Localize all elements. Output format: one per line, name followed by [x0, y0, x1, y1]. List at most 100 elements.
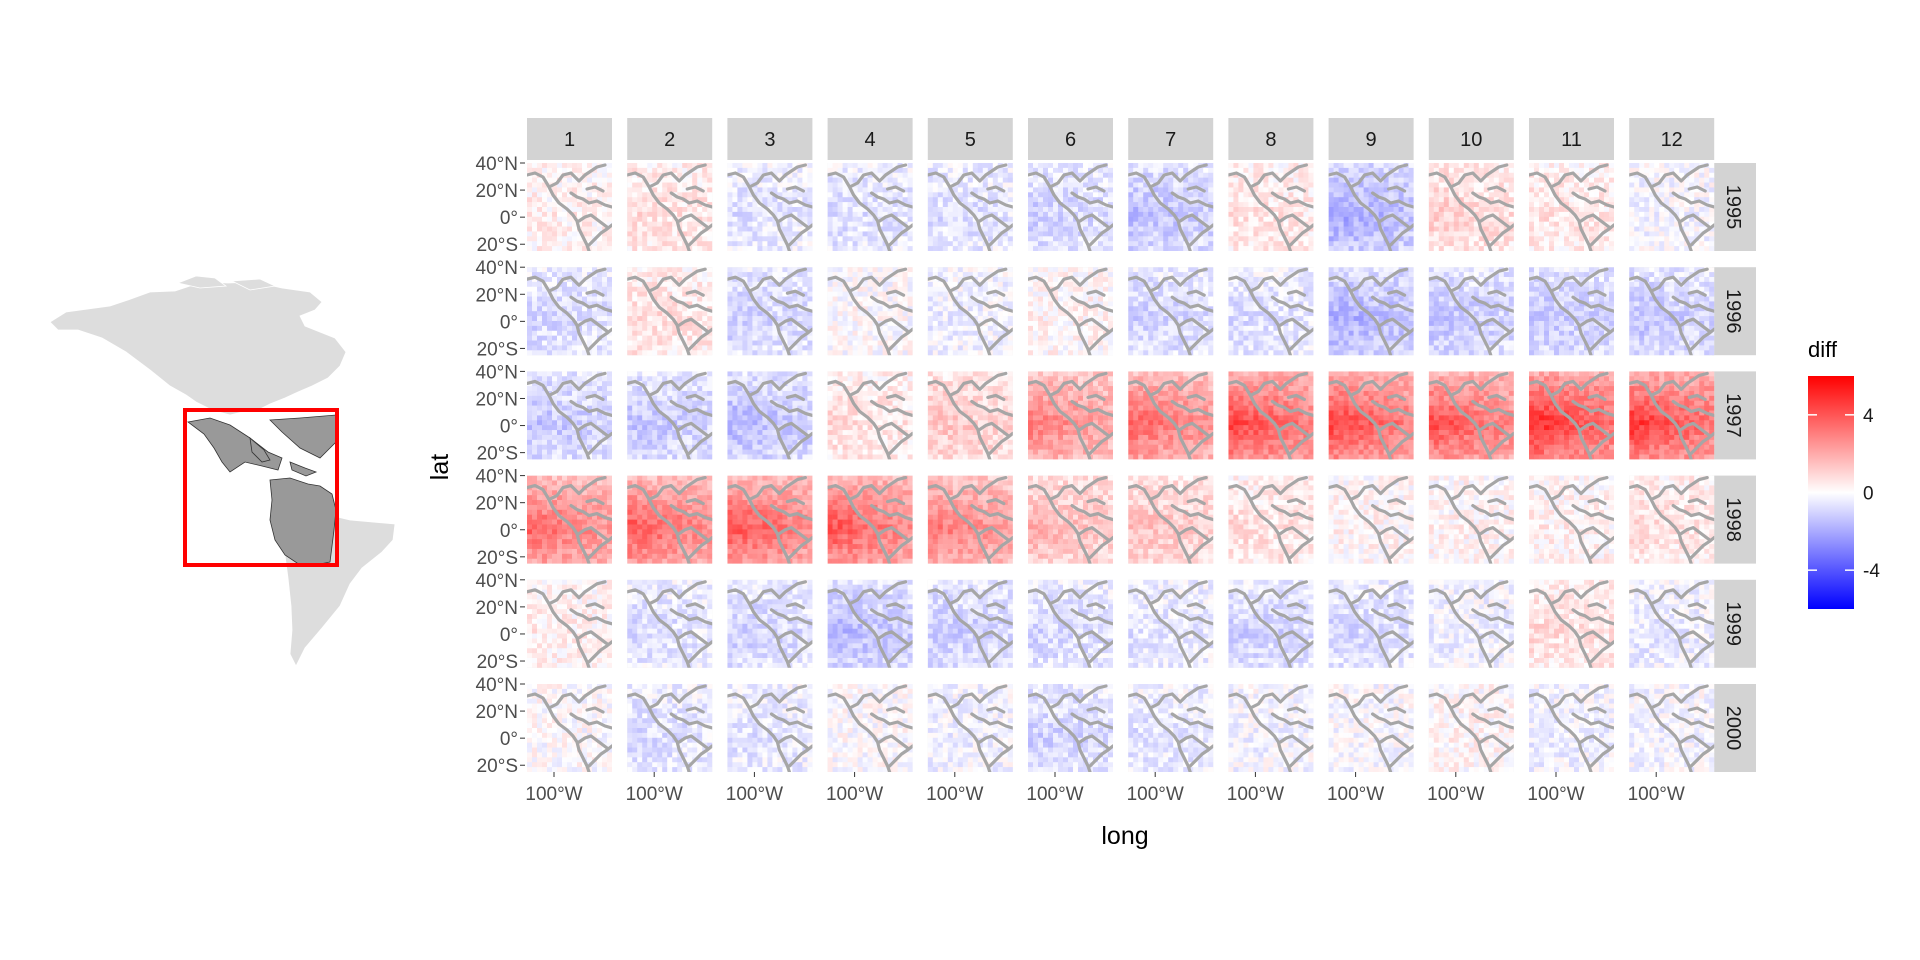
heatmap-cell — [1363, 197, 1369, 203]
heatmap-cell — [557, 276, 563, 283]
heatmap-cell — [1198, 221, 1204, 227]
heatmap-cell — [1183, 231, 1189, 237]
y-tick-label: 20°N — [476, 181, 518, 202]
heatmap-cell — [932, 226, 939, 232]
heatmap-cell — [777, 276, 783, 283]
heatmap-cell — [1709, 182, 1715, 188]
heatmap-cell — [562, 301, 568, 307]
heatmap-cell — [697, 241, 703, 247]
heatmap-cell — [752, 325, 758, 332]
heatmap-cell — [842, 221, 848, 227]
heatmap-cell — [562, 202, 568, 208]
heatmap-cell — [837, 226, 843, 232]
heatmap-cell — [1128, 236, 1134, 242]
heatmap-cell — [847, 172, 853, 178]
panel-cells — [727, 267, 813, 356]
heatmap-cell — [1258, 163, 1264, 169]
heatmap-cell — [1193, 182, 1199, 188]
heatmap-cell — [1574, 221, 1580, 227]
facet-col-strip-bg — [1629, 118, 1715, 160]
heatmap-cell — [1584, 167, 1590, 174]
heatmap-cell — [1493, 221, 1500, 227]
heatmap-cell — [847, 167, 853, 174]
heatmap-cell — [1569, 246, 1575, 251]
heatmap-cell — [972, 163, 979, 169]
heatmap-cell — [1534, 211, 1540, 218]
heatmap-cell — [1063, 202, 1069, 208]
heatmap-cell — [907, 281, 913, 288]
heatmap-cell — [837, 216, 843, 222]
heatmap-cell — [882, 202, 888, 208]
heatmap-cell — [637, 236, 643, 242]
heatmap-cell — [657, 207, 663, 213]
heatmap-cell — [1428, 197, 1435, 203]
heatmap-cell — [797, 207, 803, 213]
heatmap-cell — [637, 340, 643, 346]
heatmap-cell — [1333, 172, 1339, 178]
heatmap-cell — [762, 267, 768, 273]
heatmap-cell — [1038, 187, 1044, 193]
heatmap-cell — [1574, 182, 1580, 188]
heatmap-cell — [1569, 226, 1575, 232]
facet-col-strip-6: 6 — [1028, 118, 1113, 160]
heatmap-cell — [827, 246, 833, 251]
heatmap-cell — [882, 231, 888, 237]
heatmap-cell — [782, 216, 788, 222]
heatmap-cell — [1148, 197, 1154, 203]
heatmap-cell — [647, 320, 653, 327]
heatmap-cell — [677, 202, 683, 208]
heatmap-cell — [742, 211, 748, 218]
heatmap-cell — [1574, 236, 1580, 242]
heatmap-cell — [862, 296, 868, 302]
heatmap-cell — [592, 281, 598, 288]
heatmap-cell — [582, 216, 588, 222]
heatmap-cell — [637, 216, 643, 222]
heatmap-cell — [627, 272, 633, 278]
heatmap-cell — [1178, 241, 1184, 247]
heatmap-cell — [1268, 202, 1274, 208]
heatmap-cell — [1609, 221, 1614, 227]
heatmap-cell — [687, 202, 693, 208]
heatmap-cell — [702, 197, 708, 203]
heatmap-cell — [1679, 192, 1685, 198]
heatmap-cell — [657, 267, 663, 273]
heatmap-cell — [1383, 187, 1389, 193]
heatmap-cell — [1594, 221, 1600, 227]
heatmap-cell — [1138, 221, 1144, 227]
heatmap-cell — [1053, 167, 1059, 174]
heatmap-cell — [1493, 192, 1500, 198]
heatmap-cell — [1428, 202, 1435, 208]
heatmap-cell — [757, 301, 763, 307]
facet-col-label: 10 — [1460, 129, 1482, 151]
heatmap-cell — [1148, 226, 1154, 232]
heatmap-cell — [1153, 241, 1159, 247]
heatmap-cell — [802, 276, 808, 283]
heatmap-cell — [747, 272, 753, 278]
heatmap-cell — [582, 316, 588, 322]
heatmap-cell — [1208, 207, 1214, 213]
heatmap-cell — [1043, 167, 1049, 174]
heatmap-cell — [1043, 197, 1049, 203]
heatmap-cell — [597, 325, 603, 332]
heatmap-cell — [1674, 226, 1680, 232]
heatmap-cell — [587, 177, 593, 183]
heatmap-cell — [1158, 163, 1164, 169]
heatmap-cell — [582, 163, 588, 169]
heatmap-cell — [1689, 187, 1695, 193]
heatmap-cell — [827, 211, 833, 218]
heatmap-cell — [1168, 192, 1174, 198]
heatmap-cell — [1463, 192, 1470, 198]
heatmap-cell — [1063, 197, 1069, 203]
heatmap-cell — [557, 296, 563, 302]
heatmap-cell — [1093, 231, 1099, 237]
heatmap-cell — [902, 320, 908, 327]
heatmap-cell — [777, 163, 783, 169]
heatmap-cell — [1093, 246, 1099, 251]
heatmap-cell — [882, 335, 888, 341]
heatmap-cell — [652, 330, 658, 336]
heatmap-cell — [807, 330, 813, 336]
heatmap-cell — [742, 163, 748, 169]
heatmap-cell — [1689, 216, 1695, 222]
heatmap-cell — [962, 163, 969, 169]
heatmap-cell — [927, 163, 934, 169]
